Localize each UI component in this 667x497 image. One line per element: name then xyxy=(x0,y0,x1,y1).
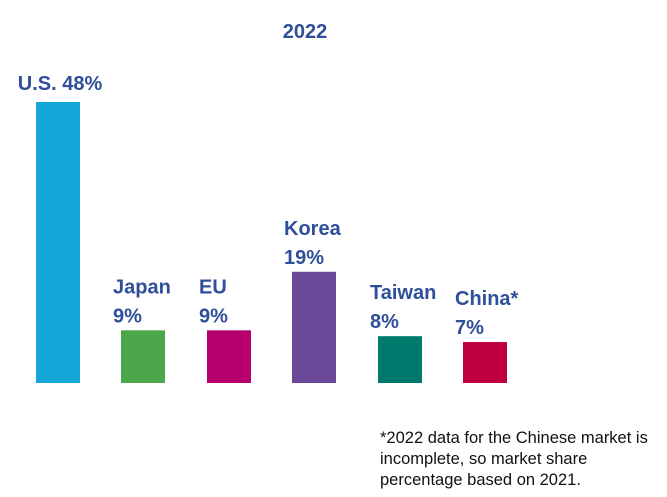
chart-title: 2022 xyxy=(283,21,328,43)
bar-u-s xyxy=(36,102,80,383)
category-label-japan: Japan xyxy=(113,276,171,298)
bar-eu xyxy=(207,330,251,383)
bar-china xyxy=(463,342,507,383)
category-label-china: China* xyxy=(455,288,519,310)
value-label-china: 7% xyxy=(455,317,484,339)
value-label-korea: 19% xyxy=(284,247,324,269)
bar-label-u-s: U.S. 48% xyxy=(18,73,103,95)
bar-korea xyxy=(292,271,336,383)
value-label-taiwan: 8% xyxy=(370,311,399,333)
bar-japan xyxy=(121,330,165,383)
category-label-taiwan: Taiwan xyxy=(370,282,436,304)
value-label-eu: 9% xyxy=(199,305,228,327)
category-label-eu: EU xyxy=(199,276,227,298)
bars-group: U.S. 48% Japan 9% EU 9% Korea 19% Taiwan 8% China… xyxy=(18,73,519,383)
bar-taiwan xyxy=(378,336,422,383)
value-label-japan: 9% xyxy=(113,305,142,327)
footnote: *2022 data for the Chinese market is inc… xyxy=(380,429,648,489)
category-label-korea: Korea xyxy=(284,218,342,240)
